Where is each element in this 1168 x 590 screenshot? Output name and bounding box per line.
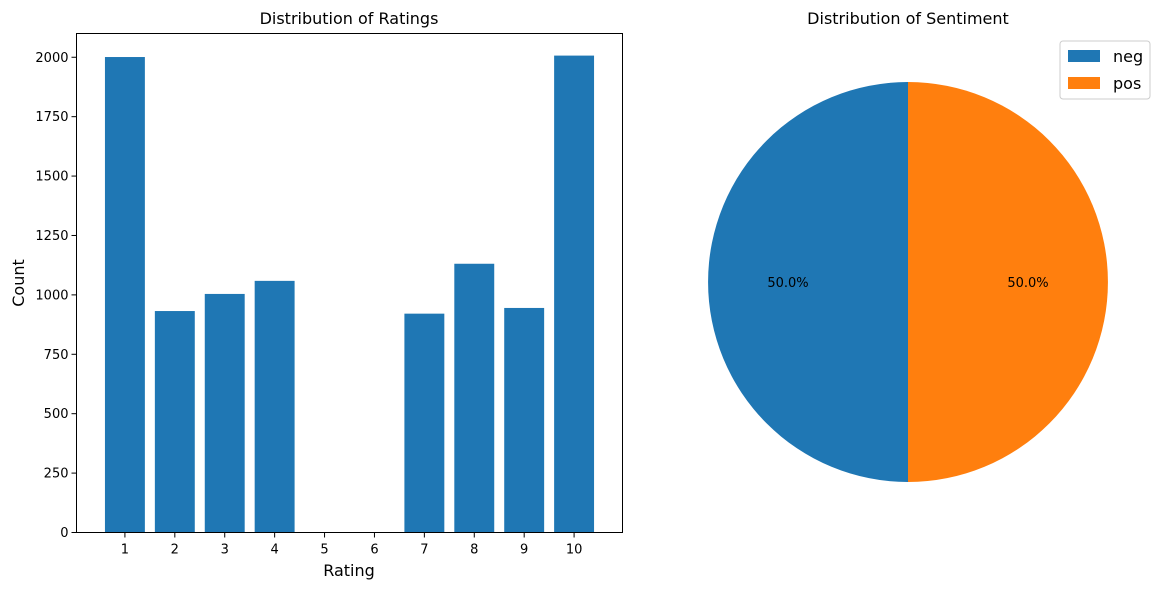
pie-slice-neg xyxy=(708,82,908,482)
bar-rating-1 xyxy=(104,57,145,533)
bars xyxy=(104,55,595,533)
x-axis: 1 2 3 4 5 6 7 8 9 10 xyxy=(121,532,583,558)
bar-rating-9 xyxy=(504,307,545,533)
y-tick-label: 500 xyxy=(44,407,69,422)
x-tick-label: 1 xyxy=(121,543,129,558)
pie-slice-pos xyxy=(908,82,1108,482)
legend: neg pos xyxy=(1059,40,1151,100)
bar-rating-2 xyxy=(154,311,195,533)
y-tick-label: 0 xyxy=(60,526,68,541)
legend-swatch-neg xyxy=(1068,50,1100,62)
pie-percent-labels: 50.0% 50.0% xyxy=(767,276,1048,291)
bar-rating-4 xyxy=(254,280,295,533)
y-axis: 0 250 500 750 1000 1250 1500 1750 2000 xyxy=(35,51,77,541)
bar-chart: Distribution of Ratings 0250500750100012… xyxy=(9,9,623,580)
pie-chart: Distribution of Sentiment 50.0% 50.0% neg… xyxy=(708,9,1151,482)
x-axis-label: Rating xyxy=(323,561,375,580)
y-tick-label: 1750 xyxy=(35,110,68,125)
y-tick-label: 1250 xyxy=(35,229,68,244)
x-tick-label: 7 xyxy=(420,543,428,558)
x-tick-label: 8 xyxy=(470,543,478,558)
legend-label-pos: pos xyxy=(1113,74,1141,93)
x-tick-label: 2 xyxy=(171,543,179,558)
pie-slices xyxy=(708,82,1108,482)
y-tick-label: 1500 xyxy=(35,170,68,185)
x-tick-label: 3 xyxy=(221,543,229,558)
plot-frame xyxy=(76,33,623,533)
x-tick-label: 5 xyxy=(320,543,328,558)
bar-rating-3 xyxy=(204,293,245,533)
bar-chart-title: Distribution of Ratings xyxy=(260,9,439,28)
legend-label-neg: neg xyxy=(1113,47,1143,66)
pie-percent-label: 50.0% xyxy=(767,276,808,291)
x-tick-label: 6 xyxy=(370,543,378,558)
x-tick-label: 10 xyxy=(566,543,583,558)
x-tick-label: 9 xyxy=(520,543,528,558)
y-tick-label: 1000 xyxy=(35,288,68,303)
y-tick-label: 2000 xyxy=(35,51,68,66)
x-tick-label: 4 xyxy=(270,543,278,558)
pie-chart-title: Distribution of Sentiment xyxy=(807,9,1009,28)
bar-rating-10 xyxy=(554,55,595,533)
y-axis-label: Count xyxy=(9,259,28,307)
legend-swatch-pos xyxy=(1068,77,1100,89)
pie-percent-label: 50.0% xyxy=(1007,276,1048,291)
y-tick-label: 750 xyxy=(44,348,69,363)
y-tick-label: 250 xyxy=(44,467,69,482)
bar-rating-8 xyxy=(454,263,495,533)
bar-rating-7 xyxy=(404,313,445,533)
